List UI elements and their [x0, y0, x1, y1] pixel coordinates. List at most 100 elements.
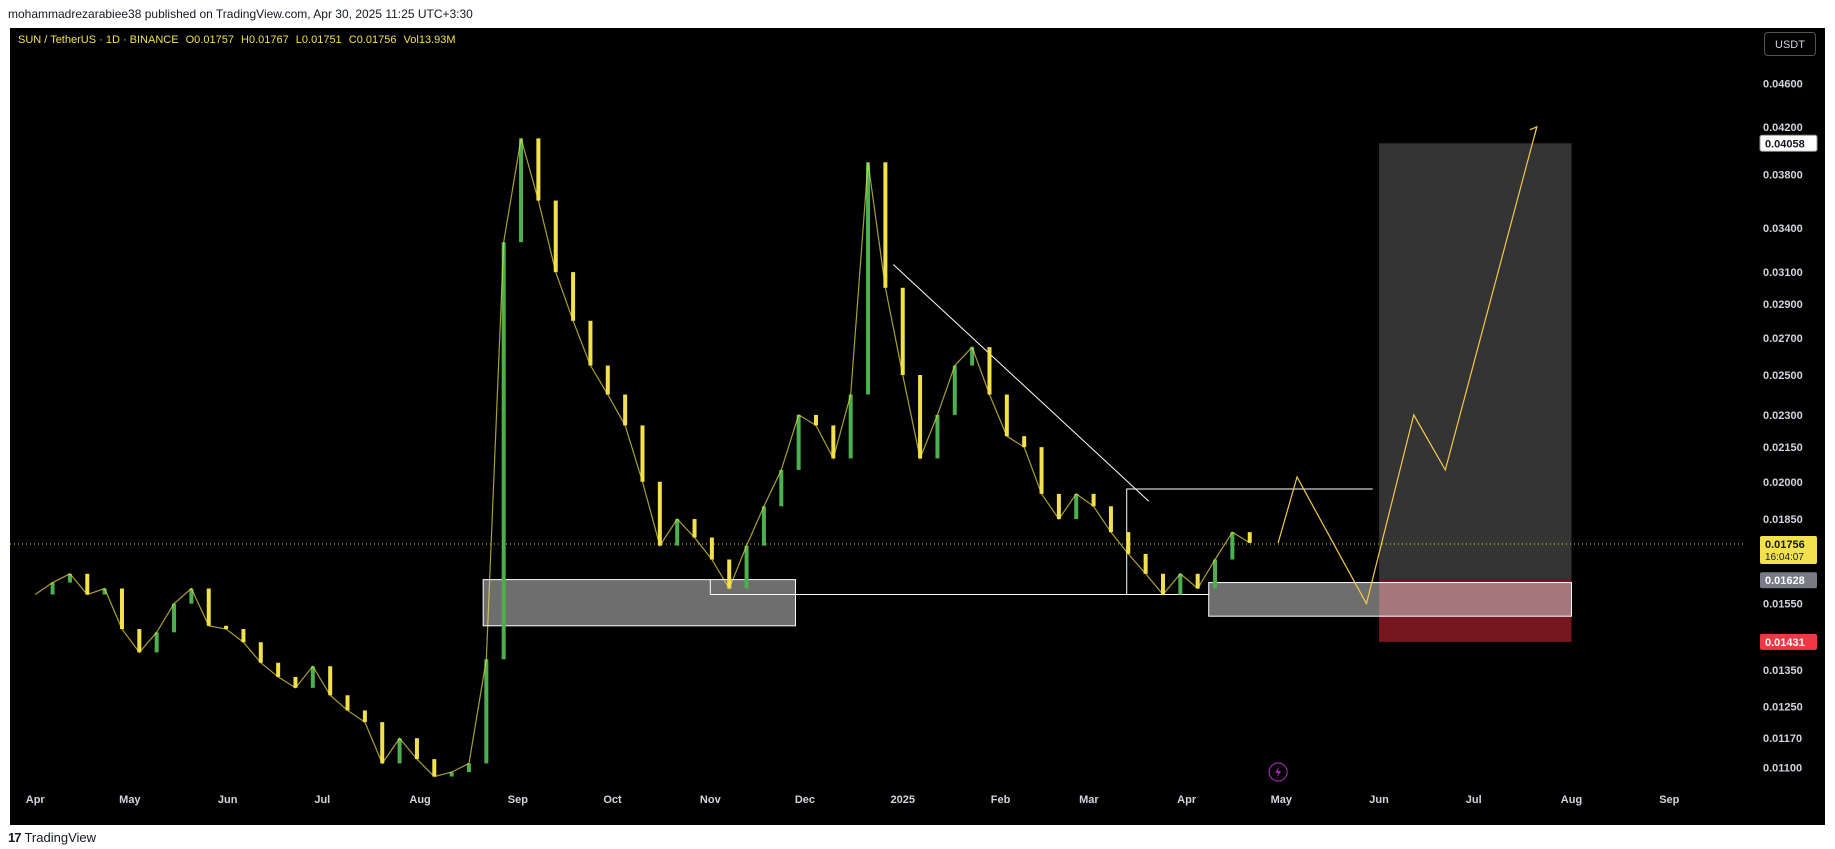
projection-arrowhead — [1529, 125, 1538, 135]
price-candle — [1178, 573, 1183, 595]
price-candle — [328, 666, 333, 696]
legend-volume: Vol13.93M — [403, 34, 456, 46]
legend-open: O0.01757 — [185, 34, 234, 46]
y-tick-label: 0.01850 — [1763, 514, 1803, 526]
price-candle — [866, 162, 871, 395]
x-tick-label: Mar — [1079, 794, 1099, 806]
price-candle — [466, 763, 471, 773]
price-candle — [293, 676, 298, 688]
x-tick-label: May — [119, 794, 141, 806]
price-candle — [813, 414, 818, 426]
price-candle — [380, 722, 385, 764]
target-zone[interactable] — [1379, 143, 1572, 580]
price-candle — [258, 642, 263, 663]
publish-header: mohammadrezarabiee38 published on Tradin… — [0, 0, 1835, 28]
price-candle — [276, 662, 281, 677]
lightning-icon — [1268, 762, 1288, 782]
x-tick-label: Aug — [1561, 794, 1582, 806]
price-candle — [779, 469, 784, 507]
footer: 17 TradingView — [0, 825, 1835, 849]
price-candle — [224, 625, 229, 630]
projection-path — [1277, 126, 1538, 606]
legend-close: C0.01756 — [348, 34, 397, 46]
tradingview-logo[interactable]: 17 — [8, 829, 22, 845]
price-candle — [675, 519, 680, 546]
publish-info: mohammadrezarabiee38 published on Tradin… — [8, 7, 473, 21]
price-candle — [1160, 573, 1165, 595]
x-tick-label: Dec — [795, 794, 815, 806]
y-tick-label: 0.02150 — [1763, 442, 1803, 454]
price-badge-label: 0.04058 — [1765, 138, 1805, 150]
currency-button[interactable]: USDT — [1764, 32, 1816, 56]
price-candle — [970, 347, 975, 366]
x-tick-label: Apr — [26, 794, 46, 806]
x-tick-label: Oct — [603, 794, 622, 806]
price-candle — [796, 414, 801, 470]
x-tick-label: Sep — [1659, 794, 1679, 806]
price-candle — [1004, 394, 1009, 437]
price-candle — [727, 559, 732, 589]
x-tick-label: Apr — [1177, 794, 1197, 806]
y-tick-label: 0.02000 — [1763, 477, 1803, 489]
legend-symbol[interactable]: SUN / TetherUS · 1D · BINANCE — [18, 34, 179, 46]
price-candle — [85, 573, 90, 595]
y-tick-label: 0.02300 — [1763, 410, 1803, 422]
demand-zone-1[interactable] — [482, 579, 796, 627]
price-candle — [709, 537, 714, 560]
price-candle — [1091, 493, 1096, 507]
price-candle — [310, 666, 315, 688]
price-candle — [414, 738, 419, 760]
x-tick-label: Aug — [409, 794, 430, 806]
x-tick-label: Nov — [700, 794, 722, 806]
y-tick-label: 0.01250 — [1763, 702, 1803, 714]
x-tick-label: 2025 — [890, 794, 914, 806]
price-candle — [241, 629, 246, 643]
price-candle — [397, 738, 402, 764]
y-tick-label: 0.01550 — [1763, 599, 1803, 611]
price-candle — [519, 138, 524, 243]
price-candle — [501, 242, 506, 660]
footer-brand[interactable]: TradingView — [24, 829, 97, 845]
price-candle — [1195, 573, 1200, 589]
price-candle — [1074, 493, 1079, 520]
range-box — [1126, 488, 1373, 595]
price-candle — [137, 629, 142, 653]
demand-zone-2[interactable] — [1208, 582, 1573, 617]
x-tick-label: May — [1271, 794, 1293, 806]
y-tick-label: 0.01170 — [1763, 733, 1802, 745]
lightning-glyph — [1275, 766, 1282, 778]
x-tick-label: Sep — [508, 794, 528, 806]
price-candle — [883, 162, 888, 288]
price-candle — [1126, 532, 1131, 554]
y-tick-label: 0.02500 — [1763, 370, 1803, 382]
x-tick-label: Jun — [218, 794, 238, 806]
price-candle — [605, 365, 610, 395]
price-candle — [1247, 532, 1252, 543]
x-tick-label: Jul — [1466, 794, 1482, 806]
y-tick-label: 0.02700 — [1763, 333, 1803, 345]
price-candle — [1230, 532, 1235, 560]
price-candle — [1143, 553, 1148, 574]
price-candle — [657, 481, 662, 546]
price-candle — [588, 320, 593, 366]
x-tick-label: Jun — [1369, 794, 1389, 806]
price-candle — [918, 375, 923, 459]
price-badge — [1760, 572, 1817, 589]
price-badge-label: 0.01431 — [1765, 637, 1805, 649]
price-badge-countdown: 16:04:07 — [1765, 552, 1804, 563]
price-candle — [536, 138, 541, 201]
price-candle — [432, 759, 437, 777]
price-badge-label: 0.01628 — [1765, 575, 1805, 587]
price-candle — [172, 603, 177, 633]
y-tick-label: 0.04200 — [1763, 122, 1803, 134]
price-candle — [189, 588, 194, 604]
price-series-line — [34, 138, 1251, 778]
price-candle — [102, 588, 107, 595]
price-candle — [1022, 436, 1027, 448]
price-candle — [154, 632, 159, 653]
y-tick-label: 0.04600 — [1763, 78, 1803, 90]
price-candle — [623, 394, 628, 426]
x-tick-label: Jul — [314, 794, 330, 806]
price-candle — [1056, 493, 1061, 520]
